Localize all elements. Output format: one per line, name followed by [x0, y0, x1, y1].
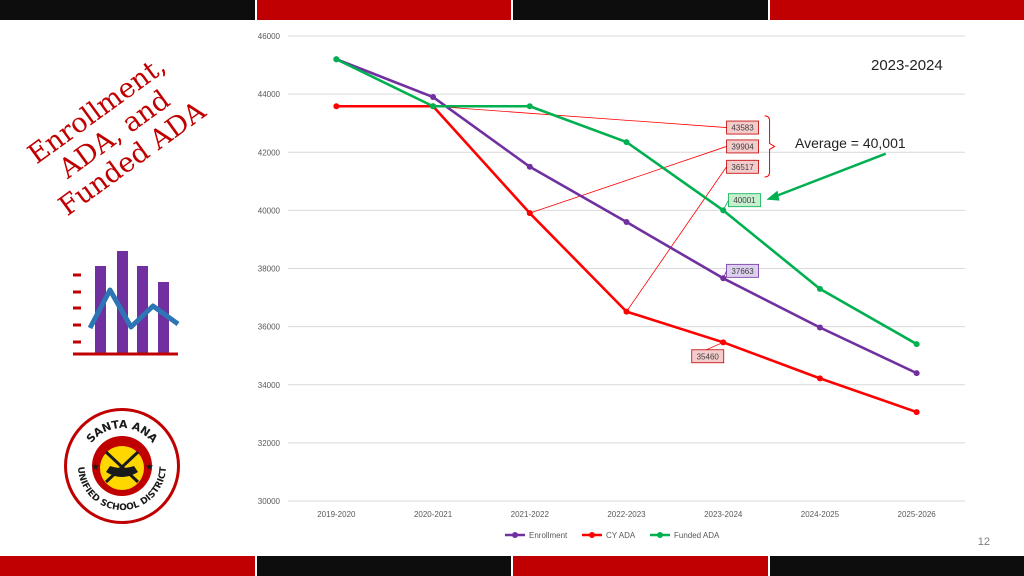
x-tick-label: 2024-2025 — [801, 510, 840, 519]
y-tick-label: 46000 — [258, 32, 281, 41]
data-callout-box — [726, 120, 759, 135]
y-tick-label: 30000 — [258, 497, 281, 506]
data-point — [913, 341, 920, 348]
data-callout-label: 35460 — [697, 352, 720, 361]
seal-star-icon: ★ — [91, 462, 100, 473]
band-segment — [256, 556, 513, 576]
data-point — [526, 210, 533, 217]
data-point — [816, 324, 823, 331]
band-segment — [0, 556, 257, 576]
data-point — [913, 409, 920, 416]
average-arrow-head — [766, 190, 780, 201]
torch-icon — [104, 450, 140, 484]
x-tick-label: 2021-2022 — [511, 510, 550, 519]
y-tick-label: 44000 — [258, 90, 281, 99]
data-callout-box — [726, 139, 759, 154]
callout-leader-line — [626, 166, 727, 312]
page-number: 12 — [977, 536, 990, 548]
data-point — [333, 103, 340, 110]
data-point — [430, 94, 437, 101]
data-point — [623, 219, 630, 225]
x-tick-label: 2019-2020 — [317, 510, 356, 519]
data-point — [526, 163, 533, 170]
data-callout-box — [691, 349, 725, 364]
legend-label: Funded ADA — [674, 531, 720, 540]
data-callout-box — [728, 193, 761, 208]
band-segment — [513, 0, 770, 20]
x-tick-label: 2020-2021 — [414, 510, 453, 519]
data-callout-box — [726, 263, 759, 278]
icon-bar — [117, 251, 128, 354]
band-segment — [513, 556, 770, 576]
legend-marker — [512, 532, 518, 538]
data-point — [913, 370, 920, 377]
top-color-band — [0, 0, 1024, 20]
x-tick-label: 2025-2026 — [898, 510, 937, 519]
data-point — [816, 285, 823, 292]
callout-leader-line — [529, 146, 727, 214]
x-tick-label: 2022-2023 — [607, 510, 646, 519]
data-callout-label: 40001 — [733, 196, 756, 205]
y-tick-label: 38000 — [258, 265, 281, 274]
legend-marker — [589, 532, 595, 538]
data-point — [526, 103, 533, 110]
district-seal-logo: SANTA ANA UNIFIED SCHOOL DISTRICT ★ ★ — [64, 408, 180, 524]
data-point — [720, 275, 727, 282]
data-callout-label: 43583 — [731, 124, 754, 133]
average-arrow-line — [774, 152, 887, 198]
data-callout-label: 39904 — [731, 142, 754, 151]
data-point — [720, 207, 727, 214]
band-segment — [769, 0, 1024, 20]
data-point — [816, 375, 823, 382]
band-segment — [0, 0, 257, 20]
legend-label: Enrollment — [529, 531, 568, 540]
average-bracket — [764, 115, 776, 178]
data-callout-label: 36517 — [731, 163, 754, 172]
year-label: 2023-2024 — [871, 57, 943, 74]
y-tick-label: 32000 — [258, 439, 281, 448]
callout-leader-line — [433, 105, 727, 128]
data-point — [623, 308, 630, 315]
icon-bar — [137, 266, 148, 354]
y-tick-label: 40000 — [258, 206, 281, 215]
y-tick-label: 42000 — [258, 148, 281, 157]
series-line-funded-ada — [335, 58, 918, 346]
data-point — [720, 339, 727, 346]
y-tick-label: 34000 — [258, 381, 281, 390]
band-segment — [256, 0, 513, 20]
seal-star-icon: ★ — [145, 462, 154, 473]
legend-label: CY ADA — [606, 531, 636, 540]
legend-marker — [657, 532, 663, 538]
data-point — [333, 56, 340, 63]
icon-trend-line — [87, 287, 180, 330]
data-callout-box — [726, 159, 759, 174]
icon-bar — [158, 282, 169, 354]
data-point — [430, 103, 437, 110]
x-tick-label: 2023-2024 — [704, 510, 743, 519]
y-tick-label: 36000 — [258, 323, 281, 332]
bottom-color-band — [0, 556, 1024, 576]
bar-chart-icon — [73, 251, 180, 356]
band-segment — [769, 556, 1024, 576]
average-label: Average = 40,001 — [795, 135, 906, 151]
data-callout-label: 37663 — [731, 267, 754, 276]
data-point — [623, 139, 630, 146]
